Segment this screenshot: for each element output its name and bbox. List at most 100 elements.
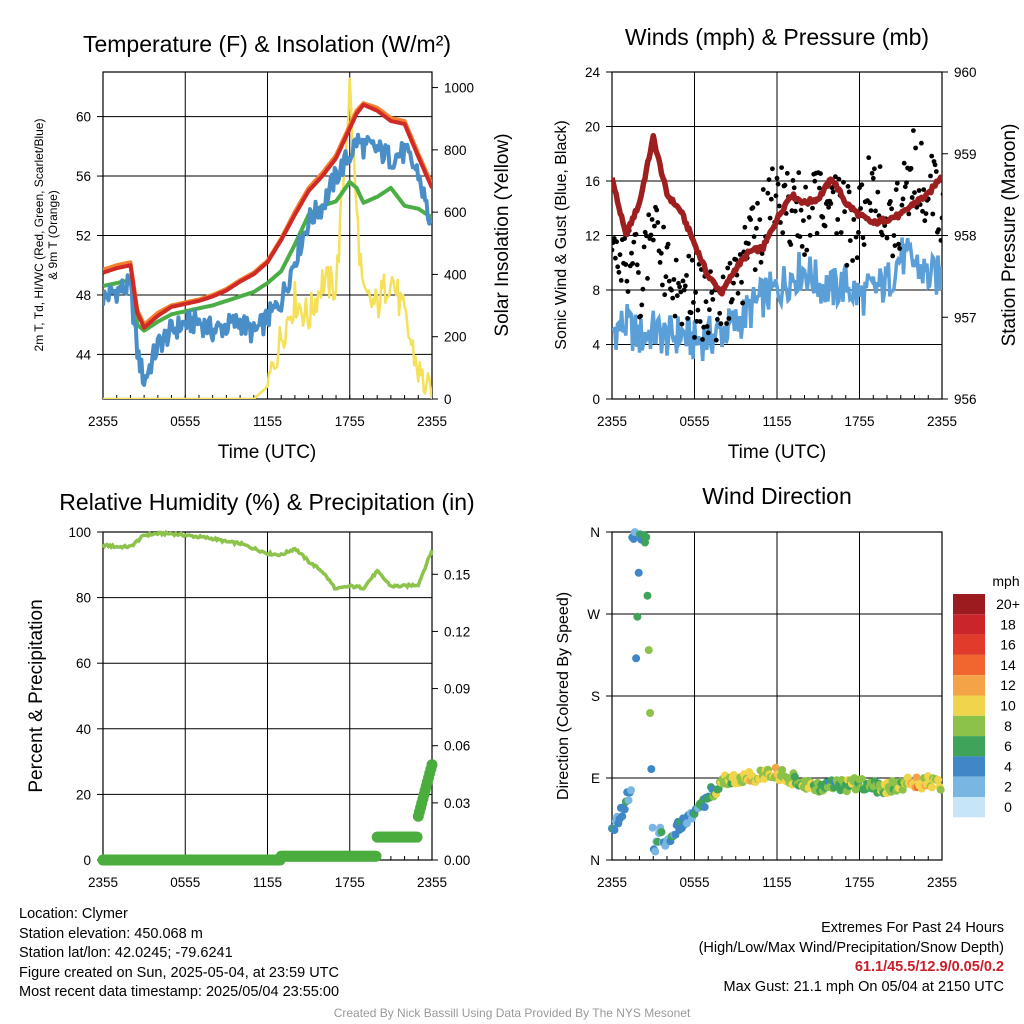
gust-point xyxy=(710,297,716,302)
gust-point xyxy=(828,201,834,206)
direction-point xyxy=(632,654,641,663)
direction-point xyxy=(618,812,627,821)
gust-point xyxy=(695,307,701,313)
legend-swatch xyxy=(953,756,985,777)
gust-point xyxy=(774,175,780,181)
gust-point xyxy=(779,165,784,171)
gust-point xyxy=(767,215,773,221)
x-tick-label: 1155 xyxy=(762,414,791,429)
precip-point xyxy=(411,831,423,843)
legend-label: 20+ xyxy=(996,596,1020,612)
gust-point xyxy=(629,250,634,256)
direction-point xyxy=(682,819,691,828)
gust-point xyxy=(901,160,907,166)
direction-point xyxy=(629,534,638,543)
y-tick-label: 8 xyxy=(592,283,600,298)
gust-point xyxy=(790,178,796,183)
gust-point xyxy=(820,214,826,220)
direction-point xyxy=(644,646,653,655)
direction-point xyxy=(912,773,921,782)
gust-point xyxy=(768,196,774,202)
legend-swatch xyxy=(953,776,985,797)
gust-point xyxy=(623,262,629,267)
legend-label: 18 xyxy=(1000,616,1016,632)
location-text: Location: Clymer xyxy=(19,906,128,922)
gust-point xyxy=(866,155,872,161)
gust-point xyxy=(725,265,731,271)
gust-point xyxy=(904,180,909,186)
gust-point xyxy=(662,292,668,298)
legend-label: 2 xyxy=(1004,779,1012,795)
y2-tick-label: 0.15 xyxy=(444,567,470,582)
series-green-line xyxy=(103,180,432,333)
y-tick-label: 60 xyxy=(76,656,91,671)
gust-point xyxy=(932,162,938,168)
gust-point xyxy=(834,231,839,236)
direction-point xyxy=(643,591,652,600)
gust-point xyxy=(792,208,798,214)
y-tick-label: 20 xyxy=(585,120,600,135)
gust-point xyxy=(713,337,719,343)
gust-point xyxy=(622,236,627,241)
gust-point xyxy=(776,203,782,209)
gust-point xyxy=(780,230,786,236)
gust-point xyxy=(639,302,645,308)
gust-point xyxy=(681,287,687,293)
legend-label: 4 xyxy=(1004,758,1012,774)
x-tick-label: 1755 xyxy=(335,414,365,429)
legend-swatch xyxy=(953,715,985,737)
gust-point xyxy=(894,180,900,186)
x-tick-label: 2355 xyxy=(88,875,118,890)
y-tick-label: 24 xyxy=(585,65,601,80)
gust-point xyxy=(691,300,696,305)
gust-point xyxy=(672,313,678,319)
gust-point xyxy=(665,241,671,247)
gust-point xyxy=(911,128,916,134)
gust-point xyxy=(700,337,705,342)
gust-point xyxy=(870,175,876,181)
gust-point xyxy=(782,182,788,188)
direction-point xyxy=(651,847,660,856)
y-tick-label: W xyxy=(587,607,600,622)
gust-point xyxy=(875,189,881,195)
gust-point xyxy=(938,238,942,243)
gust-point xyxy=(612,247,615,253)
direction-point xyxy=(646,709,655,717)
gust-point xyxy=(740,300,745,306)
gust-point xyxy=(846,189,852,195)
gust-point xyxy=(735,290,741,296)
gust-point xyxy=(731,280,736,286)
x-tick-label: 1755 xyxy=(335,875,365,890)
gust-point xyxy=(916,188,922,193)
gust-point xyxy=(850,258,855,263)
gust-point xyxy=(613,255,618,261)
gust-point xyxy=(909,195,915,200)
gust-point xyxy=(891,233,897,238)
speed-legend xyxy=(953,594,985,818)
x-tick-label: 1155 xyxy=(253,414,282,429)
gust-point xyxy=(830,189,836,195)
direction-point xyxy=(610,826,619,834)
gust-point xyxy=(636,270,641,275)
elevation-text: Station elevation: 450.068 m xyxy=(19,925,203,942)
gust-point xyxy=(689,257,695,263)
gust-point xyxy=(842,209,847,215)
gust-point xyxy=(686,253,692,259)
direction-point xyxy=(714,785,723,794)
gust-point xyxy=(900,196,906,202)
gust-point xyxy=(631,239,637,245)
gust-point xyxy=(859,182,865,188)
y2-tick-label: 960 xyxy=(954,65,977,80)
gust-point xyxy=(750,205,756,211)
gust-point xyxy=(726,316,732,321)
legend-label: 6 xyxy=(1004,738,1012,754)
y-tick-label: 0 xyxy=(592,392,600,407)
direction-point xyxy=(936,785,945,794)
gust-point xyxy=(897,246,902,251)
series-red-line xyxy=(103,102,432,330)
gust-point xyxy=(724,321,729,326)
gust-point xyxy=(810,205,815,211)
gust-point xyxy=(673,257,679,263)
gust-point xyxy=(788,242,794,247)
x-tick-label: 2355 xyxy=(927,414,957,429)
